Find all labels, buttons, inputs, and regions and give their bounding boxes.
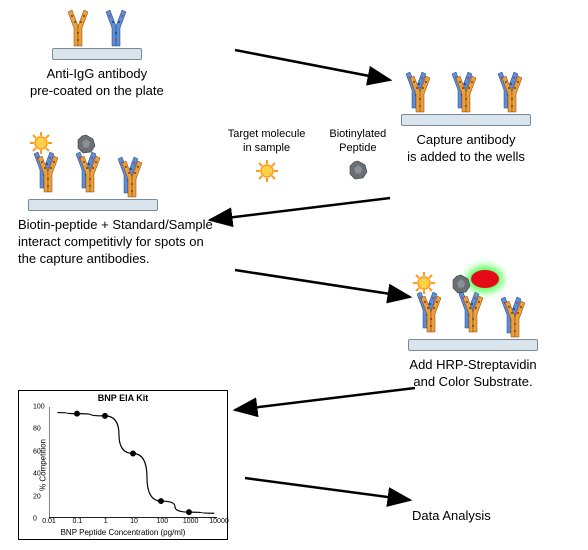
legend-panel: Target moleculein sample BiotinylatedPep… xyxy=(222,128,392,187)
step5-panel: Data Analysis xyxy=(412,508,491,525)
chart-panel: BNP EIA Kit % Competition BNP Peptide Co… xyxy=(18,390,228,540)
antibody-pair-icon xyxy=(400,70,440,114)
hrp-glow-icon xyxy=(471,270,499,288)
legend-biotin-label: BiotinylatedPeptide xyxy=(329,128,386,156)
plate-icon xyxy=(401,114,531,126)
antibody-pair-icon xyxy=(411,290,451,334)
plate-icon xyxy=(28,199,158,211)
sun-icon xyxy=(413,272,435,294)
arrow-5 xyxy=(240,470,420,510)
step2-antibodies xyxy=(400,70,532,114)
plate-icon xyxy=(408,339,538,351)
step3-caption: Biotin-peptide + Standard/Sample interac… xyxy=(18,217,213,268)
sun-icon xyxy=(256,160,278,182)
step1-panel: Anti-IgG antibody pre-coated on the plat… xyxy=(30,8,164,100)
biotin-icon xyxy=(348,160,368,180)
step1-caption: Anti-IgG antibody pre-coated on the plat… xyxy=(30,66,164,100)
sun-icon xyxy=(30,132,52,154)
biotin-icon xyxy=(76,134,96,154)
step2-panel: Capture antibody is added to the wells xyxy=(400,70,532,166)
arrow-2 xyxy=(200,190,400,230)
step2-caption: Capture antibody is added to the wells xyxy=(400,132,532,166)
antibody-pair-icon xyxy=(495,295,535,339)
antibody-pair-icon xyxy=(492,70,532,114)
step1-antibodies xyxy=(30,8,164,48)
chart-ylabel: % Competition xyxy=(39,439,48,491)
chart-title: BNP EIA Kit xyxy=(19,393,227,403)
biotin-icon xyxy=(451,274,471,294)
antibody-pair-icon xyxy=(28,150,68,194)
arrow-3 xyxy=(230,262,420,307)
chart-plot xyxy=(49,407,217,518)
step4-caption: Add HRP-Streptavidin and Color Substrate… xyxy=(408,357,538,391)
chart-xlabel: BNP Peptide Concentration (pg/ml) xyxy=(19,528,227,537)
antibody-pair-icon xyxy=(70,150,110,194)
arrow-4 xyxy=(225,380,425,420)
step5-caption: Data Analysis xyxy=(412,508,491,525)
step4-panel: Add HRP-Streptavidin and Color Substrate… xyxy=(408,290,538,391)
legend-target-label: Target moleculein sample xyxy=(228,128,306,156)
antibody-pair-icon xyxy=(453,290,493,334)
antibody-orange-icon xyxy=(62,8,94,48)
antibody-blue-icon xyxy=(100,8,132,48)
antibody-pair-icon xyxy=(112,155,152,199)
bnp-chart: BNP EIA Kit % Competition BNP Peptide Co… xyxy=(18,390,228,540)
arrow-1 xyxy=(230,40,400,90)
plate-icon xyxy=(52,48,142,60)
antibody-pair-icon xyxy=(446,70,486,114)
step3-panel: Biotin-peptide + Standard/Sample interac… xyxy=(18,150,213,268)
